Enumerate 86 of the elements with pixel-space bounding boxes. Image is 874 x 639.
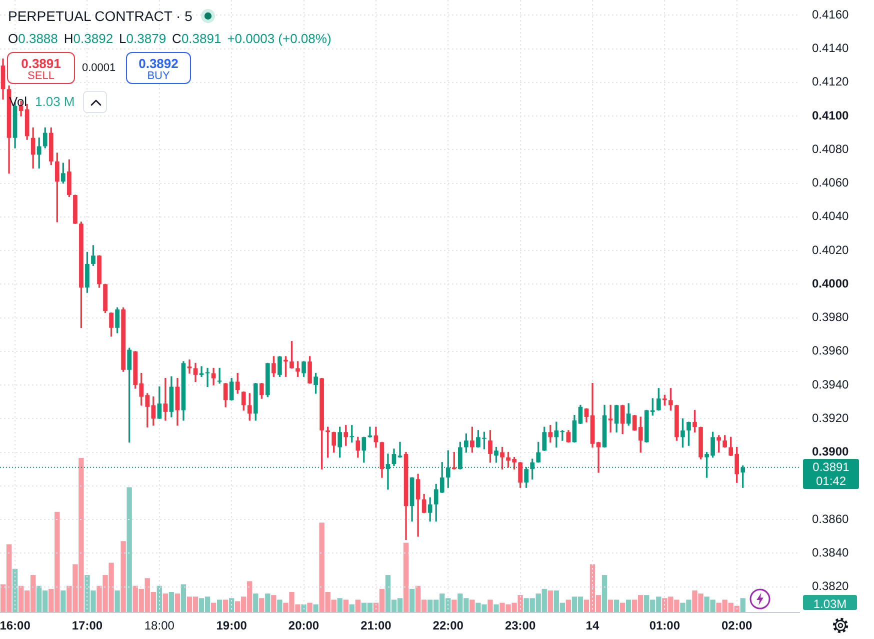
- y-tick-label: 0.4100: [812, 108, 850, 122]
- y-tick-label: 0.4060: [812, 176, 850, 190]
- bar: [168, 592, 174, 612]
- annotation: SELL: [26, 70, 56, 82]
- annotation: +0.0003 (+0.08%): [227, 31, 332, 46]
- annotation: O0.3888: [8, 31, 58, 46]
- bar: [253, 594, 258, 612]
- annotation: BUY: [146, 70, 171, 82]
- bar: [120, 541, 126, 612]
- candlestick: [596, 442, 601, 473]
- x-tick-label: 19:00: [216, 618, 248, 633]
- x-tick-label: 20:00: [288, 618, 320, 633]
- bar: [614, 600, 620, 612]
- bar: [470, 600, 475, 612]
- bar: [349, 604, 354, 612]
- annotation: H0.3892: [64, 31, 114, 46]
- bar: [126, 487, 132, 612]
- y-tick-label: 0.3860: [812, 512, 850, 526]
- text: 01:42: [814, 474, 848, 488]
- bar: [228, 598, 234, 612]
- x-tick-label: 02:00: [721, 618, 753, 633]
- annotation: C0.3891: [172, 31, 222, 46]
- y-tick-label: 0.4080: [812, 142, 850, 156]
- annotation: 1.03 M: [35, 94, 75, 109]
- y-tick-label: 0.4000: [812, 276, 850, 290]
- bar: [174, 594, 180, 612]
- candlestick: [398, 442, 402, 458]
- y-tick-label: 0.3900: [812, 444, 850, 459]
- y-tick-label: 0.4020: [812, 242, 850, 257]
- bar: [602, 575, 608, 612]
- x-tick-label: 22:00: [432, 618, 464, 633]
- bar: [488, 600, 493, 612]
- text: PERPETUAL CONTRACT · 5: [8, 8, 192, 24]
- bar: [355, 600, 360, 612]
- bar: [277, 600, 282, 612]
- bar: [114, 590, 120, 612]
- y-tick-label: 0.4160: [812, 7, 850, 22]
- bar: [337, 598, 342, 612]
- bar: [740, 598, 746, 612]
- bar: [403, 542, 409, 612]
- y-tick-label: 0.4120: [812, 74, 850, 89]
- y-tick-label: 0.4040: [812, 209, 850, 224]
- candlestick: [608, 404, 613, 432]
- x-tick-label: 21:00: [360, 618, 392, 633]
- bar: [301, 604, 306, 612]
- bar: [494, 604, 499, 612]
- y-tick-label: 0.3960: [812, 344, 850, 358]
- bar: [60, 590, 66, 612]
- x-tick-label: 17:00: [72, 618, 103, 633]
- bar: [265, 594, 270, 612]
- bar: [343, 600, 348, 612]
- bar: [620, 602, 626, 612]
- y-tick-label: 0.3840: [812, 545, 850, 560]
- bar: [608, 600, 614, 612]
- bar: [210, 602, 216, 612]
- y-tick-label: 0.3980: [812, 310, 850, 324]
- x-tick-label: 16:00: [0, 618, 31, 633]
- bar: [307, 602, 312, 612]
- bar: [548, 590, 553, 612]
- text: 1.03M: [803, 597, 857, 611]
- bar: [626, 600, 632, 612]
- bar: [180, 584, 186, 612]
- candlestick: [205, 368, 210, 388]
- candlestick: [217, 368, 222, 384]
- bar: [271, 595, 276, 612]
- x-tick-label: 18:00: [144, 618, 175, 633]
- x-tick-label: 14: [586, 618, 600, 633]
- annotation: L0.3879: [119, 31, 166, 46]
- bar: [566, 600, 572, 612]
- bar: [216, 600, 222, 612]
- ref-line-label: 0.3891: [812, 460, 850, 474]
- bar: [222, 600, 228, 612]
- bar: [452, 600, 457, 612]
- bar: [162, 594, 168, 612]
- y-tick-label: 0.4140: [812, 41, 850, 56]
- annotation: 0.3892: [138, 56, 180, 71]
- y-tick-label: 0.3820: [812, 579, 850, 594]
- x-tick-label: 23:00: [504, 618, 536, 633]
- bar: [259, 598, 264, 612]
- bar: [313, 604, 318, 612]
- y-tick-label: 0.3920: [812, 410, 850, 425]
- x-tick-label: 01:00: [649, 618, 680, 633]
- bar: [409, 588, 415, 612]
- annotation: 0.3891: [20, 56, 62, 71]
- y-tick-label: 0.3940: [812, 377, 850, 392]
- annotation: 0.0001: [82, 62, 116, 74]
